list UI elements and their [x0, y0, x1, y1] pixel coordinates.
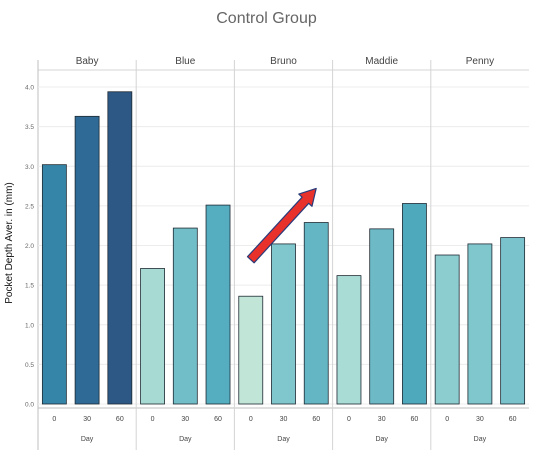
chart-title: Control Group: [216, 10, 317, 27]
group-header: Baby: [76, 56, 99, 67]
x-tick-label: 0: [52, 416, 56, 423]
x-tick-label: 0: [347, 416, 351, 423]
x-axis-title: Day: [474, 436, 487, 443]
x-tick-label: 60: [509, 416, 517, 423]
bar: [238, 295, 264, 405]
bar: [41, 164, 67, 405]
x-tick-label: 30: [181, 416, 189, 423]
bar: [303, 222, 329, 405]
y-tick-label: 1.5: [25, 283, 34, 290]
x-axis-title: Day: [81, 436, 94, 443]
bar: [172, 227, 198, 405]
x-tick-label: 60: [214, 416, 222, 423]
y-tick-label: 2.0: [25, 243, 34, 250]
y-tick-label: 0.5: [25, 362, 34, 369]
x-tick-label: 30: [476, 416, 484, 423]
y-tick-label: 1.0: [25, 322, 34, 329]
x-axis-title: Day: [179, 436, 192, 443]
x-tick-label: 60: [116, 416, 124, 423]
x-tick-label: 0: [445, 416, 449, 423]
bar: [140, 268, 165, 405]
y-tick-label: 0.0: [25, 402, 34, 409]
y-tick-label: 3.5: [25, 124, 34, 131]
bar: [402, 203, 427, 405]
group-header: Maddie: [365, 56, 398, 67]
x-tick-label: 60: [411, 416, 419, 423]
x-tick-label: 30: [83, 416, 91, 423]
bar: [434, 254, 460, 405]
bar: [271, 243, 296, 405]
x-tick-label: 60: [312, 416, 320, 423]
x-axis-title: Day: [375, 436, 388, 443]
bar: [336, 275, 362, 405]
group-header: Blue: [175, 56, 195, 67]
bar: [467, 243, 493, 405]
y-tick-label: 4.0: [25, 85, 34, 92]
bar: [500, 237, 526, 405]
group-header: Bruno: [270, 56, 297, 67]
x-tick-label: 0: [151, 416, 155, 423]
bar: [205, 204, 231, 405]
bar: [74, 115, 100, 405]
x-axis-title: Day: [277, 436, 290, 443]
trend-arrow-annotation: [246, 187, 317, 264]
y-tick-label: 2.5: [25, 203, 34, 210]
group-header: Penny: [466, 56, 494, 67]
bar: [107, 91, 133, 405]
y-tick-label: 3.0: [25, 164, 34, 171]
x-tick-label: 30: [378, 416, 386, 423]
x-tick-label: 0: [249, 416, 253, 423]
y-axis-title: Pocket Depth Aver. in (mm): [4, 182, 15, 304]
x-tick-label: 30: [280, 416, 288, 423]
bar: [369, 228, 395, 405]
